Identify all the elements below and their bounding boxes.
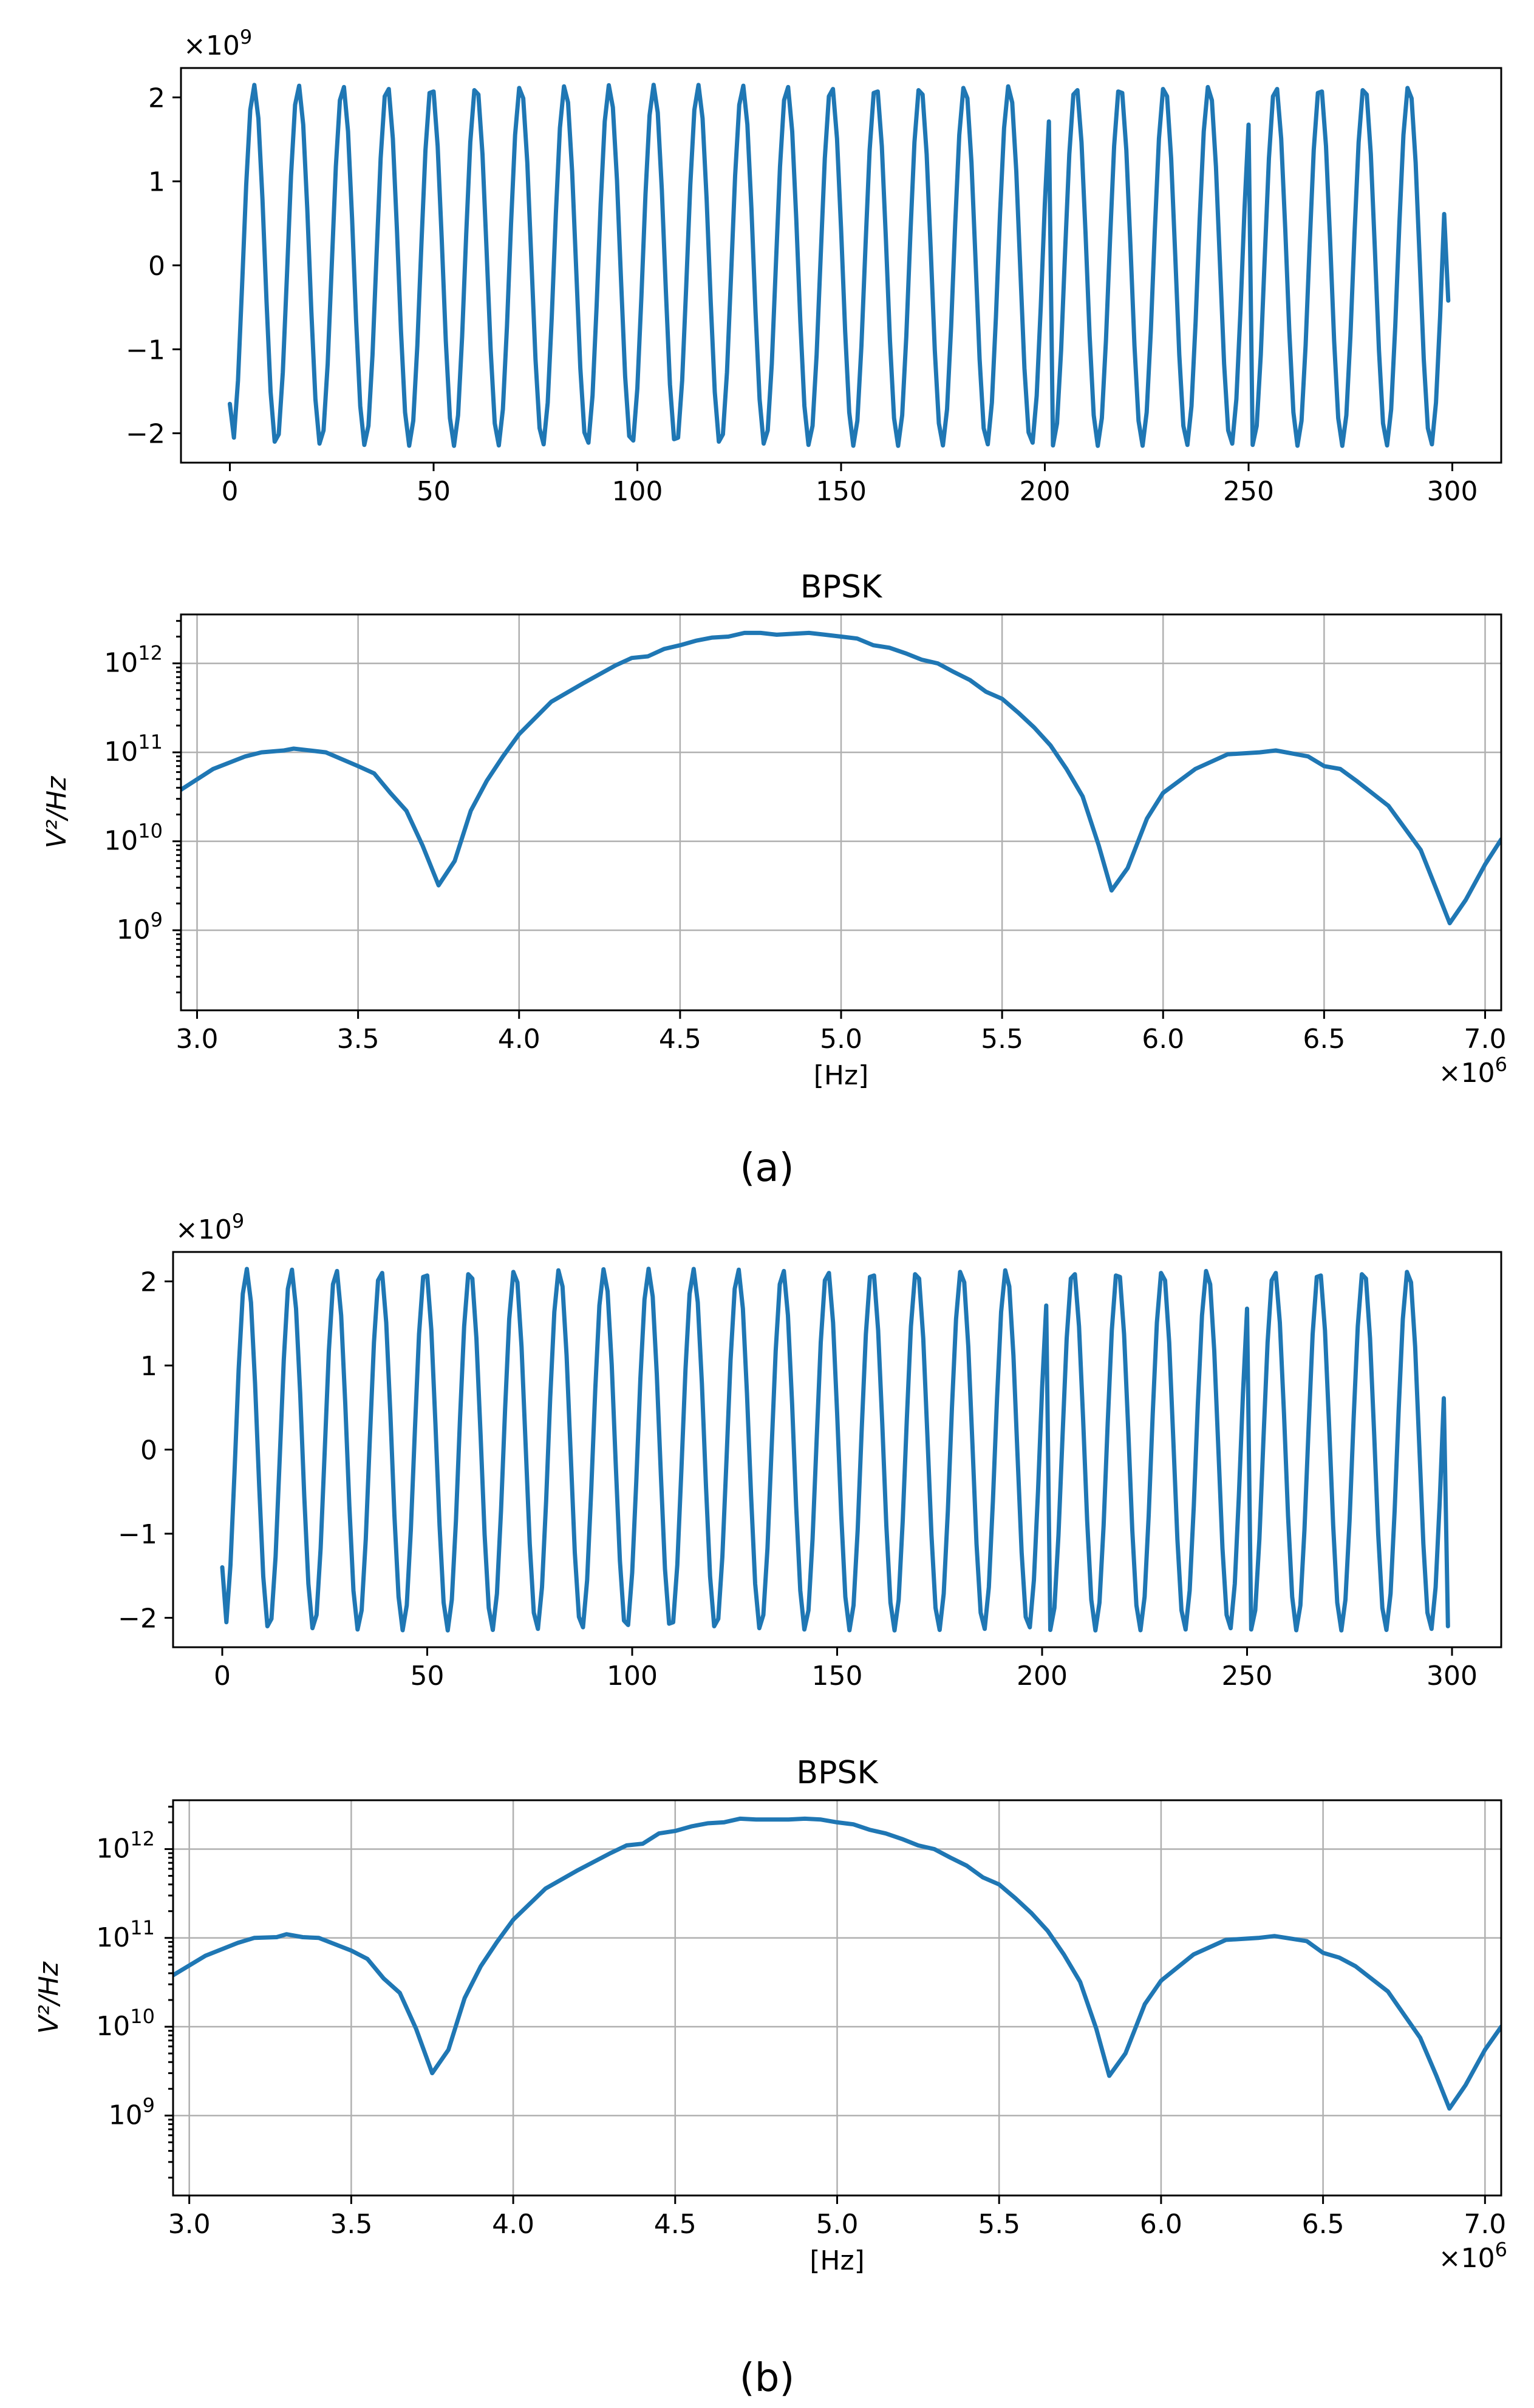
x-tick-label: 7.0 <box>1464 1024 1506 1055</box>
x-tick-label: 0 <box>222 476 239 507</box>
y-axis-label: V²/Hz <box>33 1961 64 2034</box>
panel-label-a: (a) <box>740 1146 794 1191</box>
panel-label-b: (b) <box>740 2356 795 2401</box>
x-tick-label: 7.0 <box>1464 2209 1506 2240</box>
x-tick-label: 300 <box>1427 476 1478 507</box>
y-tick-label: 2 <box>140 1267 157 1298</box>
psd-line <box>173 1816 1501 2111</box>
x-tick-label: 50 <box>417 476 451 507</box>
x-tick-label: 4.0 <box>498 1024 540 1055</box>
x-tick-label: 6.5 <box>1302 2209 1345 2240</box>
multiplier-label: ×109 <box>176 1209 244 1245</box>
x-tick-label: 300 <box>1427 1661 1478 1692</box>
x-tick-label: 150 <box>816 476 867 507</box>
x-tick-label: 4.5 <box>659 1024 701 1055</box>
x-tick-label: 4.5 <box>654 2209 697 2240</box>
y-tick-label: 1 <box>140 1351 157 1382</box>
x-tick-label: 6.0 <box>1140 2209 1182 2240</box>
time-domain-plot-b: 0 50 100 150 200 250 300 −2 −1 0 1 2 ×109 <box>118 1209 1502 1692</box>
y-tick-label: 0 <box>140 1435 157 1466</box>
y-tick-label: 2 <box>148 83 165 114</box>
x-axis-label: [Hz] <box>814 1060 869 1091</box>
y-tick-label: 1011 <box>96 1916 155 1953</box>
y-tick-label: 0 <box>148 251 165 282</box>
x-tick-label: 150 <box>812 1661 863 1692</box>
y-tick-label: 109 <box>109 2093 155 2131</box>
plot-title: BPSK <box>796 1755 879 1791</box>
x-tick-label: 6.5 <box>1303 1024 1345 1055</box>
y-tick-label: 1010 <box>96 2005 155 2042</box>
y-tick-label: −1 <box>126 335 165 366</box>
psd-plot-a: 3.0 3.5 4.0 4.5 5.0 5.5 6.0 6.5 7.0 109 1010 1011 10… <box>41 569 1507 1091</box>
x-tick-label: 100 <box>607 1661 658 1692</box>
x-tick-label: 200 <box>1017 1661 1068 1692</box>
psd-plot-b: 3.0 3.5 4.0 4.5 5.0 5.5 6.0 6.5 7.0 109 1010 1011 10… <box>33 1755 1507 2276</box>
x-tick-label: 5.5 <box>981 1024 1023 1055</box>
x-tick-label: 50 <box>411 1661 445 1692</box>
y-tick-label: 1012 <box>104 642 163 679</box>
x-axis-label: [Hz] <box>810 2245 865 2276</box>
y-tick-label: −2 <box>118 1604 157 1634</box>
plot-title: BPSK <box>800 569 883 605</box>
x-tick-label: 5.5 <box>978 2209 1020 2240</box>
x-tick-label: 100 <box>612 476 663 507</box>
y-tick-label: −2 <box>126 419 165 450</box>
multiplier-label: ×106 <box>1439 2238 1507 2274</box>
y-tick-label: 1 <box>148 167 165 198</box>
y-tick-label: 1010 <box>104 820 163 857</box>
psd-line <box>181 630 1501 925</box>
x-tick-label: 5.0 <box>820 1024 862 1055</box>
x-tick-label: 5.0 <box>816 2209 859 2240</box>
time-domain-plot-a: 0 50 100 150 200 250 300 −2 −1 0 1 2 ×109 <box>126 26 1502 507</box>
x-tick-label: 3.0 <box>176 1024 219 1055</box>
x-tick-label: 6.0 <box>1142 1024 1184 1055</box>
multiplier-label: ×109 <box>183 26 252 61</box>
x-tick-label: 4.0 <box>492 2209 534 2240</box>
y-tick-label: 109 <box>117 908 163 945</box>
x-tick-label: 250 <box>1222 1661 1273 1692</box>
signal-line <box>220 1267 1450 1633</box>
x-tick-label: 0 <box>214 1661 231 1692</box>
signal-line <box>228 83 1451 448</box>
y-axis-label: V²/Hz <box>41 776 72 849</box>
y-tick-label: 1011 <box>104 730 163 767</box>
x-tick-label: 3.5 <box>330 2209 372 2240</box>
x-tick-label: 250 <box>1223 476 1274 507</box>
y-tick-label: −1 <box>118 1519 157 1550</box>
y-tick-label: 1012 <box>96 1827 155 1864</box>
x-tick-label: 3.0 <box>168 2209 211 2240</box>
x-tick-label: 200 <box>1020 476 1071 507</box>
multiplier-label: ×106 <box>1439 1053 1507 1089</box>
x-tick-label: 3.5 <box>337 1024 380 1055</box>
